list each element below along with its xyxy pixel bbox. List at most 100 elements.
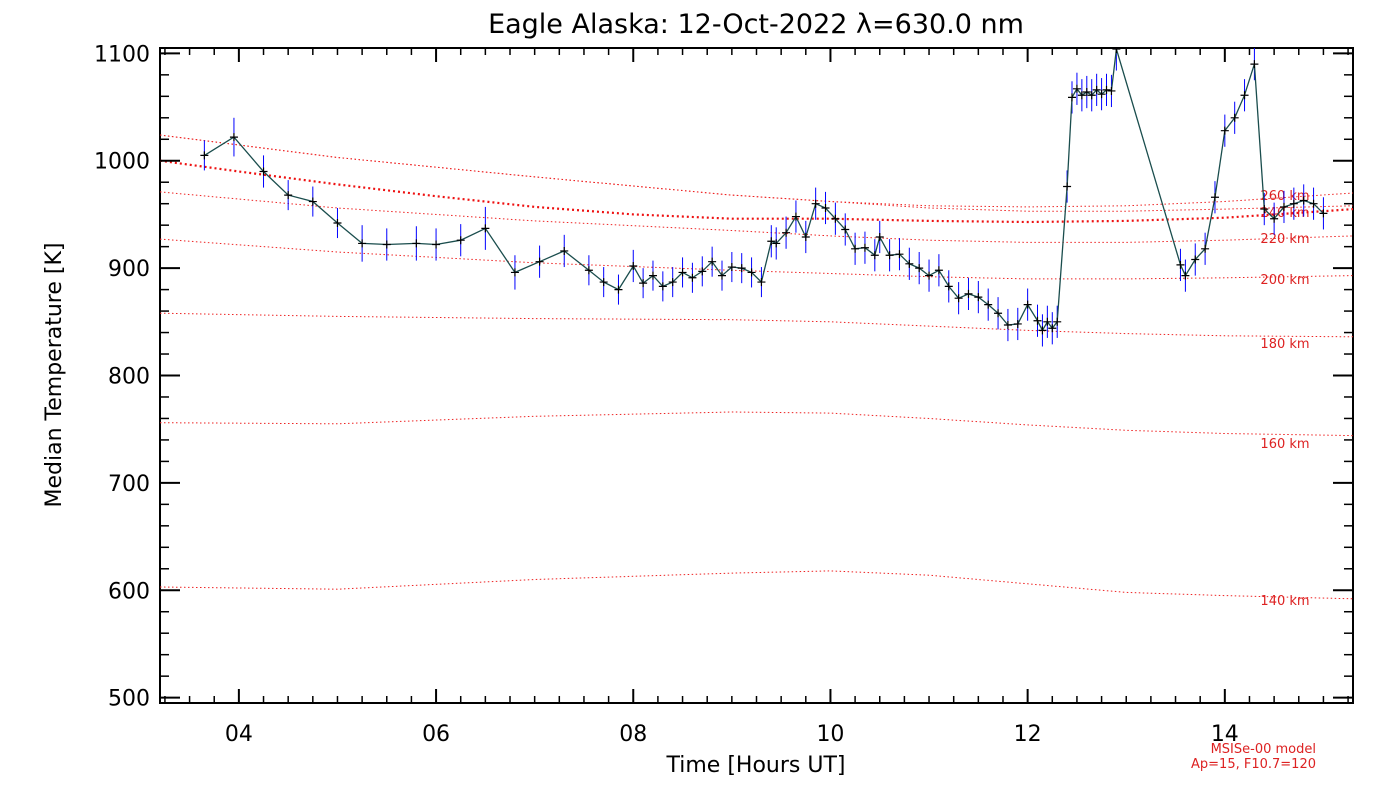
data-point-58	[1013, 319, 1022, 328]
data-point-3	[284, 191, 293, 200]
data-point-20	[648, 271, 657, 280]
data-point-84	[1250, 60, 1259, 69]
error-bars	[203, 48, 1324, 347]
data-point-80	[1210, 193, 1219, 202]
data-point-57	[1003, 321, 1012, 330]
data-point-1	[229, 133, 238, 142]
data-point-53	[964, 289, 973, 298]
data-point-13	[535, 257, 544, 266]
data-point-45	[885, 251, 894, 260]
data-point-17	[614, 285, 623, 294]
model-params-note: Ap=15, F10.7=120	[1191, 757, 1316, 772]
data-point-64	[1053, 317, 1062, 326]
data-point-6	[358, 239, 367, 248]
data-point-10	[456, 236, 465, 245]
y-tick-label-6: 1100	[94, 42, 150, 67]
data-point-65	[1063, 182, 1072, 191]
x-tick-label-5: 14	[1211, 722, 1239, 747]
model-note: MSISe-00 model	[1211, 742, 1316, 757]
data-point-19	[639, 279, 648, 288]
data-point-24	[688, 273, 697, 282]
data-point-88	[1289, 199, 1298, 208]
data-point-90	[1309, 199, 1318, 208]
data-point-85	[1260, 205, 1269, 214]
data-point-11	[481, 224, 490, 233]
model-altitude-line-4	[159, 191, 1354, 243]
data-point-12	[510, 268, 519, 277]
y-tick-label-0: 500	[108, 687, 150, 712]
plot-frame	[159, 47, 1354, 704]
data-point-23	[678, 268, 687, 277]
model-altitude-line-2	[159, 312, 1354, 338]
data-point-18	[629, 261, 638, 270]
data-point-76	[1176, 260, 1185, 269]
data-point-15	[584, 266, 593, 275]
model-altitude-label-1: 160 km	[1260, 437, 1309, 452]
measured-line	[204, 48, 1324, 332]
x-tick-label-2: 08	[619, 722, 647, 747]
data-point-59	[1023, 300, 1032, 309]
data-point-5	[333, 219, 342, 228]
data-point-66	[1068, 93, 1076, 102]
data-point-54	[974, 293, 983, 302]
x-tick-label-4: 12	[1014, 722, 1042, 747]
y-tick-label-1: 600	[108, 579, 150, 604]
data-point-35	[791, 212, 800, 221]
data-point-86	[1270, 214, 1279, 223]
data-point-30	[747, 268, 756, 277]
data-point-67	[1072, 84, 1081, 93]
data-point-89	[1299, 196, 1308, 205]
data-point-32	[767, 237, 776, 246]
y-axis-label: Median Temperature [K]	[42, 243, 67, 508]
data-point-48	[915, 264, 924, 273]
data-point-26	[708, 257, 717, 266]
model-altitude-line-0	[159, 570, 1354, 600]
y-tick-label-2: 700	[108, 472, 150, 497]
data-point-68	[1077, 91, 1086, 100]
data-point-29	[737, 264, 746, 273]
data-point-50	[934, 266, 943, 275]
y-tick-label-5: 1000	[94, 150, 150, 175]
data-point-46	[895, 250, 904, 259]
data-point-49	[925, 271, 934, 280]
data-point-55	[984, 300, 993, 309]
msis-model-curve	[159, 159, 1354, 224]
axes: 04 06 08 10 12 14 500 600 700 800 900 1000 1100	[94, 42, 1353, 747]
data-point-16	[599, 278, 608, 287]
data-point-60	[1033, 316, 1042, 325]
data-point-33	[772, 239, 781, 248]
data-point-61	[1038, 326, 1047, 335]
data-point-69	[1082, 88, 1091, 97]
data-point-44	[875, 232, 884, 241]
data-point-82	[1230, 113, 1239, 122]
data-point-9	[432, 240, 441, 249]
data-point-79	[1201, 244, 1210, 253]
data-point-39	[831, 214, 840, 223]
data-point-52	[954, 294, 963, 303]
data-point-56	[994, 309, 1003, 318]
msis-model-line	[159, 159, 1354, 224]
data-point-36	[801, 232, 810, 241]
x-tick-label-3: 10	[816, 722, 844, 747]
data-point-78	[1191, 255, 1200, 264]
data-point-91	[1319, 209, 1328, 218]
model-altitude-label-2: 180 km	[1260, 337, 1309, 352]
data-point-21	[658, 282, 667, 291]
data-point-0	[200, 151, 209, 160]
model-altitude-label-0: 140 km	[1260, 594, 1309, 609]
y-tick-label-3: 800	[108, 365, 150, 390]
data-point-73	[1102, 85, 1111, 94]
data-point-38	[821, 203, 830, 212]
data-point-34	[782, 228, 791, 237]
data-point-40	[841, 225, 850, 234]
data-point-25	[698, 267, 707, 276]
data-point-2	[259, 167, 268, 176]
data-point-7	[382, 240, 391, 249]
x-tick-label-1: 06	[422, 722, 450, 747]
model-altitude-line-1	[159, 411, 1354, 437]
data-point-42	[860, 243, 869, 252]
data-point-4	[308, 197, 317, 206]
data-point-74	[1107, 86, 1116, 95]
data-point-81	[1220, 126, 1229, 135]
